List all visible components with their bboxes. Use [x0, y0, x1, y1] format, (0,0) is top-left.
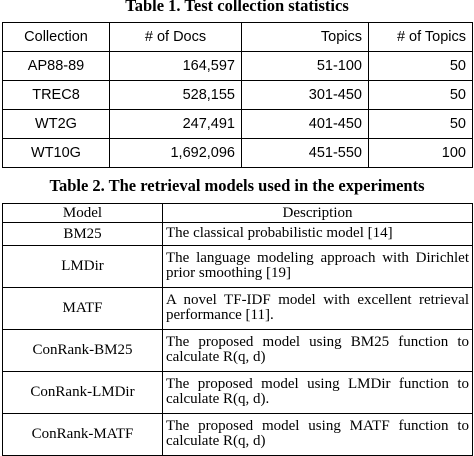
table-row: ConRank-MATF The proposed model using MA…	[2, 413, 473, 456]
table-row: WT2G 247,491 401-450 50	[2, 109, 473, 139]
table1-header-topics: Topics	[241, 22, 369, 52]
docs-cell: 247,491	[109, 109, 242, 139]
table-row: WT10G 1,692,096 451-550 100	[2, 138, 473, 168]
collection-cell: AP88-89	[2, 51, 110, 81]
description-cell: A novel TF-IDF model with excellent retr…	[162, 287, 473, 330]
model-cell: ConRank-MATF	[2, 413, 163, 456]
topics-cell: 451-550	[241, 138, 369, 168]
model-cell: ConRank-BM25	[2, 329, 163, 372]
table-row: MATF A novel TF-IDF model with excellent…	[2, 287, 473, 330]
table-row: ConRank-LMDir The proposed model using L…	[2, 371, 473, 414]
description-cell: The proposed model using MATF function t…	[162, 413, 473, 456]
description-cell: The proposed model using BM25 function t…	[162, 329, 473, 372]
num-topics-cell: 50	[368, 109, 473, 139]
table2-header-row: Model Description	[2, 203, 473, 223]
table1-header-row: Collection # of Docs Topics # of Topics	[2, 22, 473, 52]
table-row: TREC8 528,155 301-450 50	[2, 80, 473, 110]
collection-cell: WT10G	[2, 138, 110, 168]
retrieval-models-table: Model Description BM25 The classical pro…	[2, 203, 473, 456]
topics-cell: 301-450	[241, 80, 369, 110]
num-topics-cell: 50	[368, 80, 473, 110]
model-cell: MATF	[2, 287, 163, 330]
table2-caption: Table 2. The retrieval models used in th…	[49, 176, 425, 195]
docs-cell: 528,155	[109, 80, 242, 110]
collection-cell: WT2G	[2, 109, 110, 139]
table1-header-collection: Collection	[2, 22, 110, 52]
description-cell: The proposed model using LMDir function …	[162, 371, 473, 414]
model-cell: LMDir	[2, 245, 163, 288]
table1-caption: Table 1. Test collection statistics	[125, 0, 349, 15]
table-row: LMDir The language modeling approach wit…	[2, 245, 473, 288]
collection-stats-table: Collection # of Docs Topics # of Topics …	[2, 22, 473, 168]
table-row: ConRank-BM25 The proposed model using BM…	[2, 329, 473, 372]
table-row: AP88-89 164,597 51-100 50	[2, 51, 473, 81]
model-cell: BM25	[2, 222, 163, 246]
table1-header-num-topics: # of Topics	[368, 22, 473, 52]
description-cell: The classical probabilistic model [14]	[162, 222, 473, 246]
table1-header-docs: # of Docs	[109, 22, 242, 52]
num-topics-cell: 50	[368, 51, 473, 81]
topics-cell: 51-100	[241, 51, 369, 81]
table-row: BM25 The classical probabilistic model […	[2, 222, 473, 246]
docs-cell: 1,692,096	[109, 138, 242, 168]
model-cell: ConRank-LMDir	[2, 371, 163, 414]
docs-cell: 164,597	[109, 51, 242, 81]
table2-header-description: Description	[162, 203, 473, 223]
collection-cell: TREC8	[2, 80, 110, 110]
num-topics-cell: 100	[368, 138, 473, 168]
table2-header-model: Model	[2, 203, 163, 223]
description-cell: The language modeling approach with Diri…	[162, 245, 473, 288]
topics-cell: 401-450	[241, 109, 369, 139]
